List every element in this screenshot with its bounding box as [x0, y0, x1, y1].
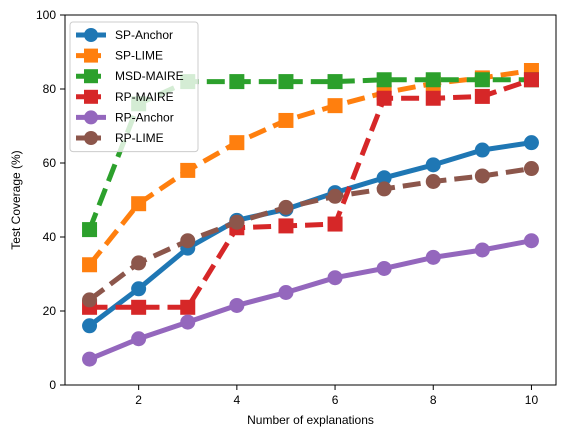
legend-item: SP-Anchor [76, 28, 173, 42]
data-point [474, 72, 490, 88]
data-point [82, 292, 98, 308]
legend-marker [84, 110, 98, 125]
y-tick-label: 100 [36, 8, 56, 22]
x-tick-label: 4 [234, 393, 241, 407]
data-point [278, 285, 294, 300]
data-point [376, 72, 392, 88]
data-point [523, 72, 539, 88]
data-point [327, 188, 343, 204]
data-point [180, 299, 196, 315]
legend: SP-Anchor SP-LIME MSD-MAIRE RP-MAIRE RP-Anch… [69, 21, 199, 153]
data-point [425, 157, 441, 173]
data-point [131, 299, 147, 315]
legend-item: SP-LIME [76, 48, 163, 63]
legend-label: RP-LIME [115, 131, 164, 145]
data-point [376, 181, 392, 197]
data-point [82, 222, 98, 238]
legend-label: RP-MAIRE [115, 90, 174, 104]
y-tick-label: 40 [43, 230, 57, 244]
x-axis-label: Number of explanations [247, 413, 374, 427]
data-point [376, 90, 392, 106]
data-point [278, 218, 294, 234]
x-tick-label: 10 [525, 393, 539, 407]
data-point [474, 168, 490, 184]
data-point [278, 199, 294, 215]
data-point [229, 297, 245, 313]
data-point [376, 260, 392, 276]
data-point [229, 214, 245, 230]
legend-marker [84, 131, 98, 145]
data-point [474, 242, 490, 258]
series-line [87, 166, 532, 302]
data-point [180, 233, 196, 249]
data-point [474, 142, 490, 158]
series-line [89, 77, 533, 310]
data-point [180, 162, 196, 178]
y-tick-label: 60 [43, 156, 57, 170]
legend-label: MSD-MAIRE [115, 69, 184, 83]
legend-label: RP-Anchor [115, 110, 174, 124]
data-point [180, 314, 196, 330]
data-point [131, 196, 147, 212]
series-rp-lime [82, 161, 539, 308]
data-point [82, 257, 98, 273]
series-line [87, 238, 534, 362]
data-point [327, 98, 343, 114]
data-point [327, 216, 343, 232]
legend-item: RP-LIME [76, 131, 164, 145]
legend-label: SP-LIME [115, 49, 163, 63]
data-point [229, 74, 245, 90]
legend-item: RP-Anchor [76, 110, 174, 125]
legend-marker [84, 48, 98, 63]
y-axis-label: Test Coverage (%) [9, 150, 23, 249]
data-point [523, 135, 539, 151]
series-layer [82, 63, 539, 367]
data-point [82, 318, 98, 334]
y-tick-label: 20 [43, 304, 57, 318]
data-point [131, 255, 147, 271]
data-point [278, 74, 294, 90]
data-point [474, 88, 490, 104]
data-point [425, 249, 441, 265]
axes-frame [64, 14, 557, 386]
y-tick-label: 80 [43, 82, 57, 96]
data-point [523, 161, 539, 177]
data-point [131, 281, 147, 297]
data-point [425, 72, 441, 88]
data-point [425, 90, 441, 106]
x-tick-label: 6 [332, 393, 339, 407]
data-point [376, 170, 392, 186]
data-point [131, 331, 147, 347]
y-tick-label: 0 [49, 378, 56, 392]
data-point [523, 233, 539, 249]
data-point [425, 174, 441, 189]
legend-marker [84, 89, 98, 104]
data-point [278, 112, 294, 128]
data-point [327, 270, 343, 286]
legend-marker [84, 28, 98, 42]
x-tick-label: 8 [430, 393, 437, 407]
series-rp-maire [82, 72, 539, 315]
legend-item: RP-MAIRE [76, 89, 174, 104]
data-point [327, 74, 343, 90]
data-point [82, 351, 98, 367]
legend-marker [84, 69, 98, 84]
legend-label: SP-Anchor [115, 28, 173, 42]
series-rp-anchor [82, 233, 539, 367]
data-point [229, 135, 245, 151]
x-tick-label: 2 [135, 393, 142, 407]
legend-item: MSD-MAIRE [76, 69, 184, 84]
